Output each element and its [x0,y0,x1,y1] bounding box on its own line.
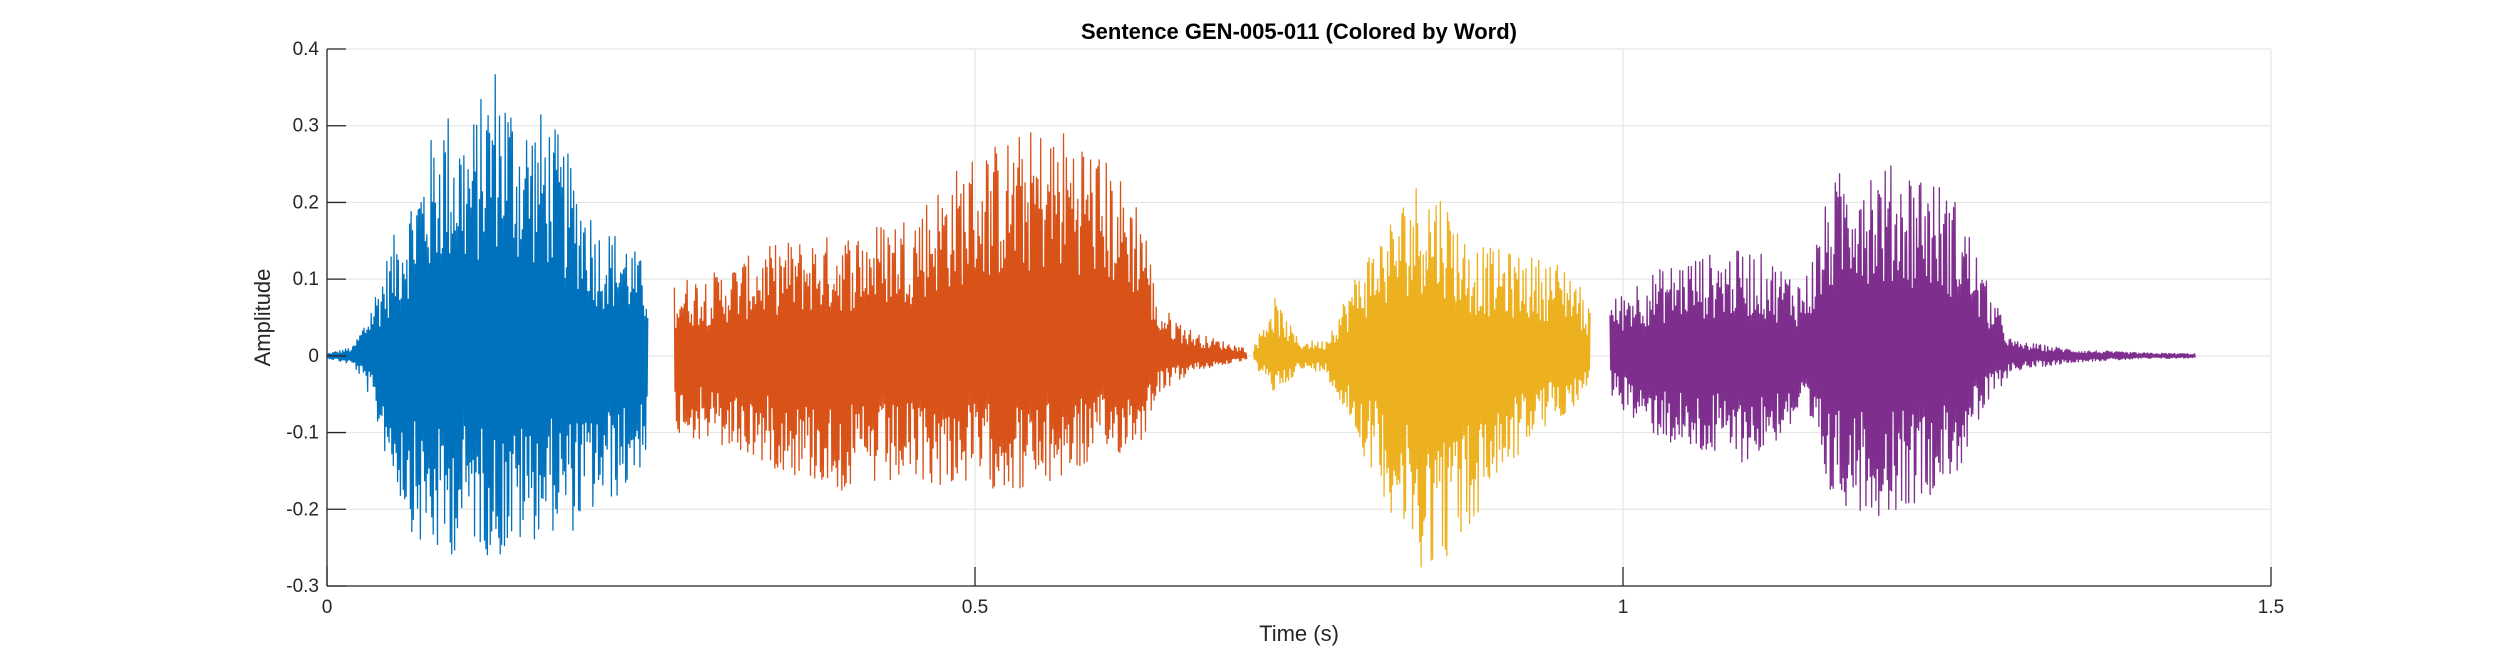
y-tick-label: -0.1 [286,423,319,444]
waveform-series [326,74,2196,568]
chart-title: Sentence GEN-005-011 (Colored by Word) [1081,19,1517,44]
x-tick-label: 1.5 [2258,597,2284,618]
y-tick-label: 0.3 [293,116,319,137]
y-tick-label: 0.1 [293,269,319,290]
y-tick-labels: -0.3 -0.2 -0.1 0 0.1 0.2 0.3 0.4 [286,39,319,597]
waveform-segment [326,74,649,556]
y-axis-title: Amplitude [250,269,275,367]
x-axis-title: Time (s) [1259,621,1339,646]
x-tick-label: 1 [1618,597,1629,618]
x-tick-label: 0.5 [962,597,988,618]
y-tick-label: 0.2 [293,192,319,213]
y-tick-label: -0.3 [286,576,319,597]
x-tick-labels: 0 0.5 1 1.5 [322,597,2285,618]
y-tick-label: -0.2 [286,499,319,520]
axes [326,48,2272,587]
waveform-segment [673,132,1248,491]
waveform-segment [1252,188,1591,568]
y-tick-label: 0 [308,346,319,367]
x-tick-label: 0 [322,597,333,618]
waveform-segment [1609,165,2196,516]
y-tick-label: 0.4 [293,39,320,60]
